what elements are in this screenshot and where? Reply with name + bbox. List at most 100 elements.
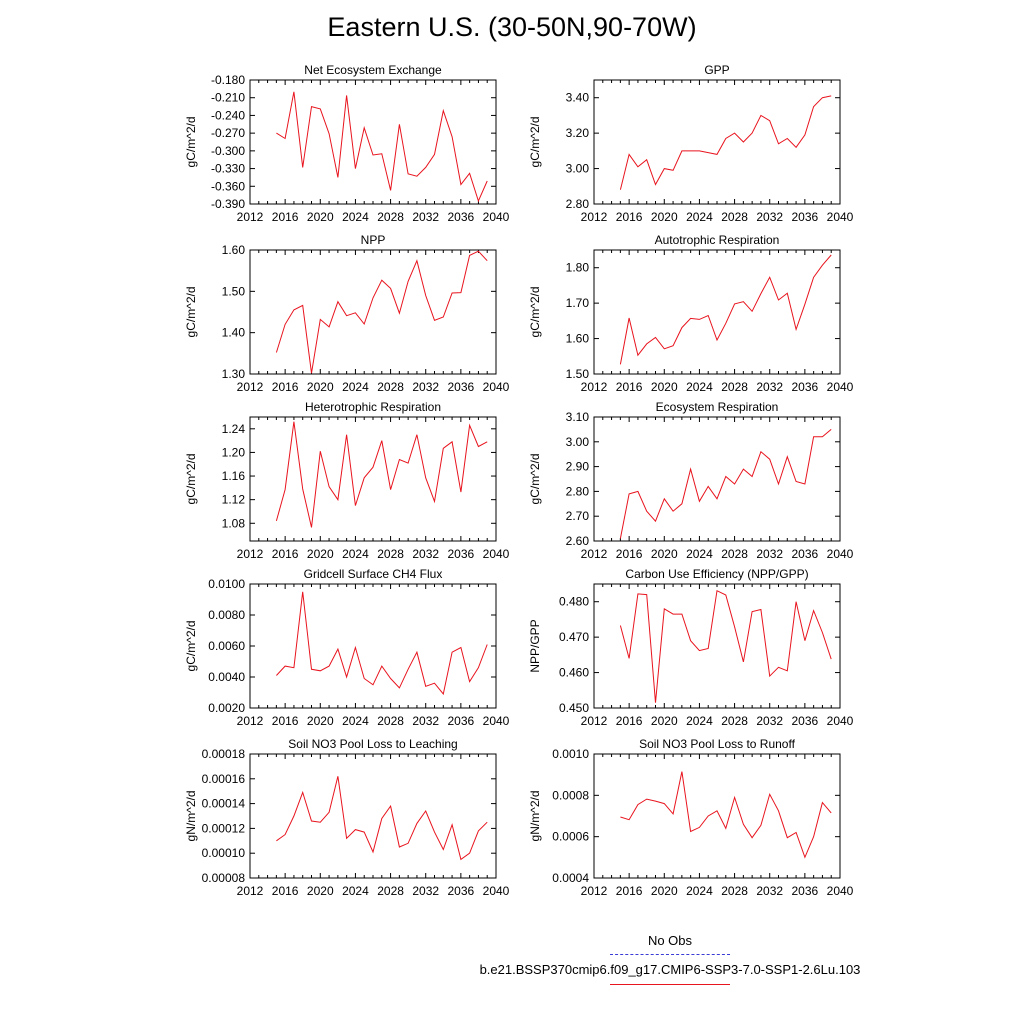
series-line <box>276 91 488 203</box>
x-tick-label: 2020 <box>651 547 678 561</box>
panel-title: Soil NO3 Pool Loss to Leaching <box>288 737 457 751</box>
x-tick-label: 2024 <box>686 210 713 224</box>
series-line <box>619 95 832 190</box>
y-tick-label: 1.50 <box>566 367 590 381</box>
x-tick-label: 2032 <box>756 884 783 898</box>
y-tick-label: 0.0010 <box>552 747 589 761</box>
y-tick-label: -0.240 <box>211 108 245 122</box>
x-tick-label: 2036 <box>792 884 819 898</box>
x-tick-label: 2024 <box>686 884 713 898</box>
x-tick-label: 2016 <box>272 547 299 561</box>
panel-3: NPP gC/m^2/d 2012 2016 2020 2024 2028 2032 2036 2… <box>184 233 510 394</box>
x-tick-label: 2028 <box>377 210 404 224</box>
x-tick-label: 2024 <box>342 547 369 561</box>
panel-9: Soil NO3 Pool Loss to Leaching gN/m^2/d 20… <box>184 737 510 898</box>
x-tick-label: 2016 <box>616 380 643 394</box>
x-tick-label: 2020 <box>651 380 678 394</box>
series-line <box>620 771 832 859</box>
y-tick-label: 0.460 <box>559 666 589 680</box>
x-tick-label: 2032 <box>412 884 439 898</box>
x-tick-label: 2016 <box>616 884 643 898</box>
y-tick-label: 1.20 <box>222 445 246 459</box>
x-tick-label: 2036 <box>448 714 475 728</box>
x-tick-label: 2020 <box>307 210 334 224</box>
y-tick-label: -0.390 <box>211 197 245 211</box>
plot-frame <box>249 249 497 375</box>
y-tick-label: 0.00016 <box>202 772 246 786</box>
y-axis-label: gC/m^2/d <box>528 454 542 505</box>
x-tick-label: 2028 <box>377 714 404 728</box>
x-tick-label: 2032 <box>412 547 439 561</box>
y-tick-label: 0.00010 <box>202 846 246 860</box>
x-tick-label: 2040 <box>827 884 854 898</box>
x-tick-label: 2028 <box>721 380 748 394</box>
x-tick-label: 2024 <box>342 210 369 224</box>
panel-10: Soil NO3 Pool Loss to Runoff gN/m^2/d 2012… <box>528 737 854 898</box>
y-tick-label: 0.0060 <box>208 639 245 653</box>
y-tick-label: -0.270 <box>211 126 245 140</box>
x-tick-label: 2012 <box>237 884 264 898</box>
panel-title: Carbon Use Efficiency (NPP/GPP) <box>625 567 808 581</box>
x-tick-label: 2016 <box>616 210 643 224</box>
x-tick-label: 2040 <box>483 210 510 224</box>
x-tick-label: 2036 <box>448 210 475 224</box>
panel-4: Autotrophic Respiration gC/m^2/d 2012 2016 2… <box>528 233 854 394</box>
figure-title: Eastern U.S. (30-50N,90-70W) <box>327 12 697 42</box>
y-tick-label: 1.30 <box>222 367 246 381</box>
x-tick-label: 2012 <box>581 884 608 898</box>
x-tick-label: 2036 <box>792 547 819 561</box>
y-tick-label: 0.470 <box>559 630 589 644</box>
x-tick-label: 2016 <box>272 210 299 224</box>
series-line <box>276 776 488 861</box>
plot-frame <box>593 249 841 375</box>
x-tick-label: 2032 <box>756 547 783 561</box>
x-tick-label: 2024 <box>686 714 713 728</box>
y-tick-label: 1.70 <box>566 296 590 310</box>
x-tick-label: 2012 <box>581 714 608 728</box>
panel-title: Soil NO3 Pool Loss to Runoff <box>639 737 796 751</box>
y-tick-label: 0.450 <box>559 701 589 715</box>
y-tick-label: 0.0040 <box>208 670 245 684</box>
y-axis-label: NPP/GPP <box>528 619 542 672</box>
x-tick-label: 2020 <box>307 714 334 728</box>
x-tick-label: 2012 <box>581 380 608 394</box>
panel-1: Net Ecosystem Exchange gC/m^2/d 2012 2016 20… <box>184 63 510 224</box>
plot-frame <box>593 79 841 205</box>
x-tick-label: 2040 <box>827 380 854 394</box>
x-tick-label: 2032 <box>412 380 439 394</box>
panel-2: GPP gC/m^2/d 2012 2016 2020 2024 2028 2032 2036 2… <box>528 63 854 224</box>
panel-5: Heterotrophic Respiration gC/m^2/d 2012 201… <box>184 400 510 561</box>
y-tick-label: 0.00008 <box>202 871 246 885</box>
x-tick-label: 2016 <box>272 714 299 728</box>
series-line <box>276 591 488 696</box>
y-tick-label: 1.12 <box>222 493 246 507</box>
x-tick-label: 2012 <box>581 547 608 561</box>
y-tick-label: -0.180 <box>211 73 245 87</box>
y-tick-label: 1.16 <box>222 469 246 483</box>
y-axis-label: gN/m^2/d <box>528 791 542 842</box>
x-tick-label: 2020 <box>307 380 334 394</box>
x-tick-label: 2040 <box>827 714 854 728</box>
legend-run-label: b.e21.BSSP370cmip6.f09_g17.CMIP6-SSP3-7.… <box>479 962 861 977</box>
x-tick-label: 2036 <box>448 547 475 561</box>
x-tick-label: 2036 <box>792 210 819 224</box>
series-line <box>619 589 832 703</box>
y-tick-label: 2.60 <box>566 534 590 548</box>
y-tick-label: 0.0006 <box>552 830 589 844</box>
y-tick-label: 1.60 <box>566 332 590 346</box>
panel-title: Net Ecosystem Exchange <box>304 63 442 77</box>
x-tick-label: 2012 <box>581 210 608 224</box>
y-tick-label: 0.0020 <box>208 701 245 715</box>
legend-obs-line <box>610 954 730 955</box>
x-tick-label: 2020 <box>307 547 334 561</box>
y-axis-label: gC/m^2/d <box>184 117 198 168</box>
x-tick-label: 2028 <box>377 547 404 561</box>
series-line <box>275 421 488 528</box>
x-tick-label: 2012 <box>237 547 264 561</box>
y-tick-label: 3.00 <box>566 162 590 176</box>
panel-title: Autotrophic Respiration <box>655 233 780 247</box>
y-tick-label: 0.0008 <box>552 788 589 802</box>
x-tick-label: 2036 <box>792 380 819 394</box>
x-tick-label: 2016 <box>616 714 643 728</box>
